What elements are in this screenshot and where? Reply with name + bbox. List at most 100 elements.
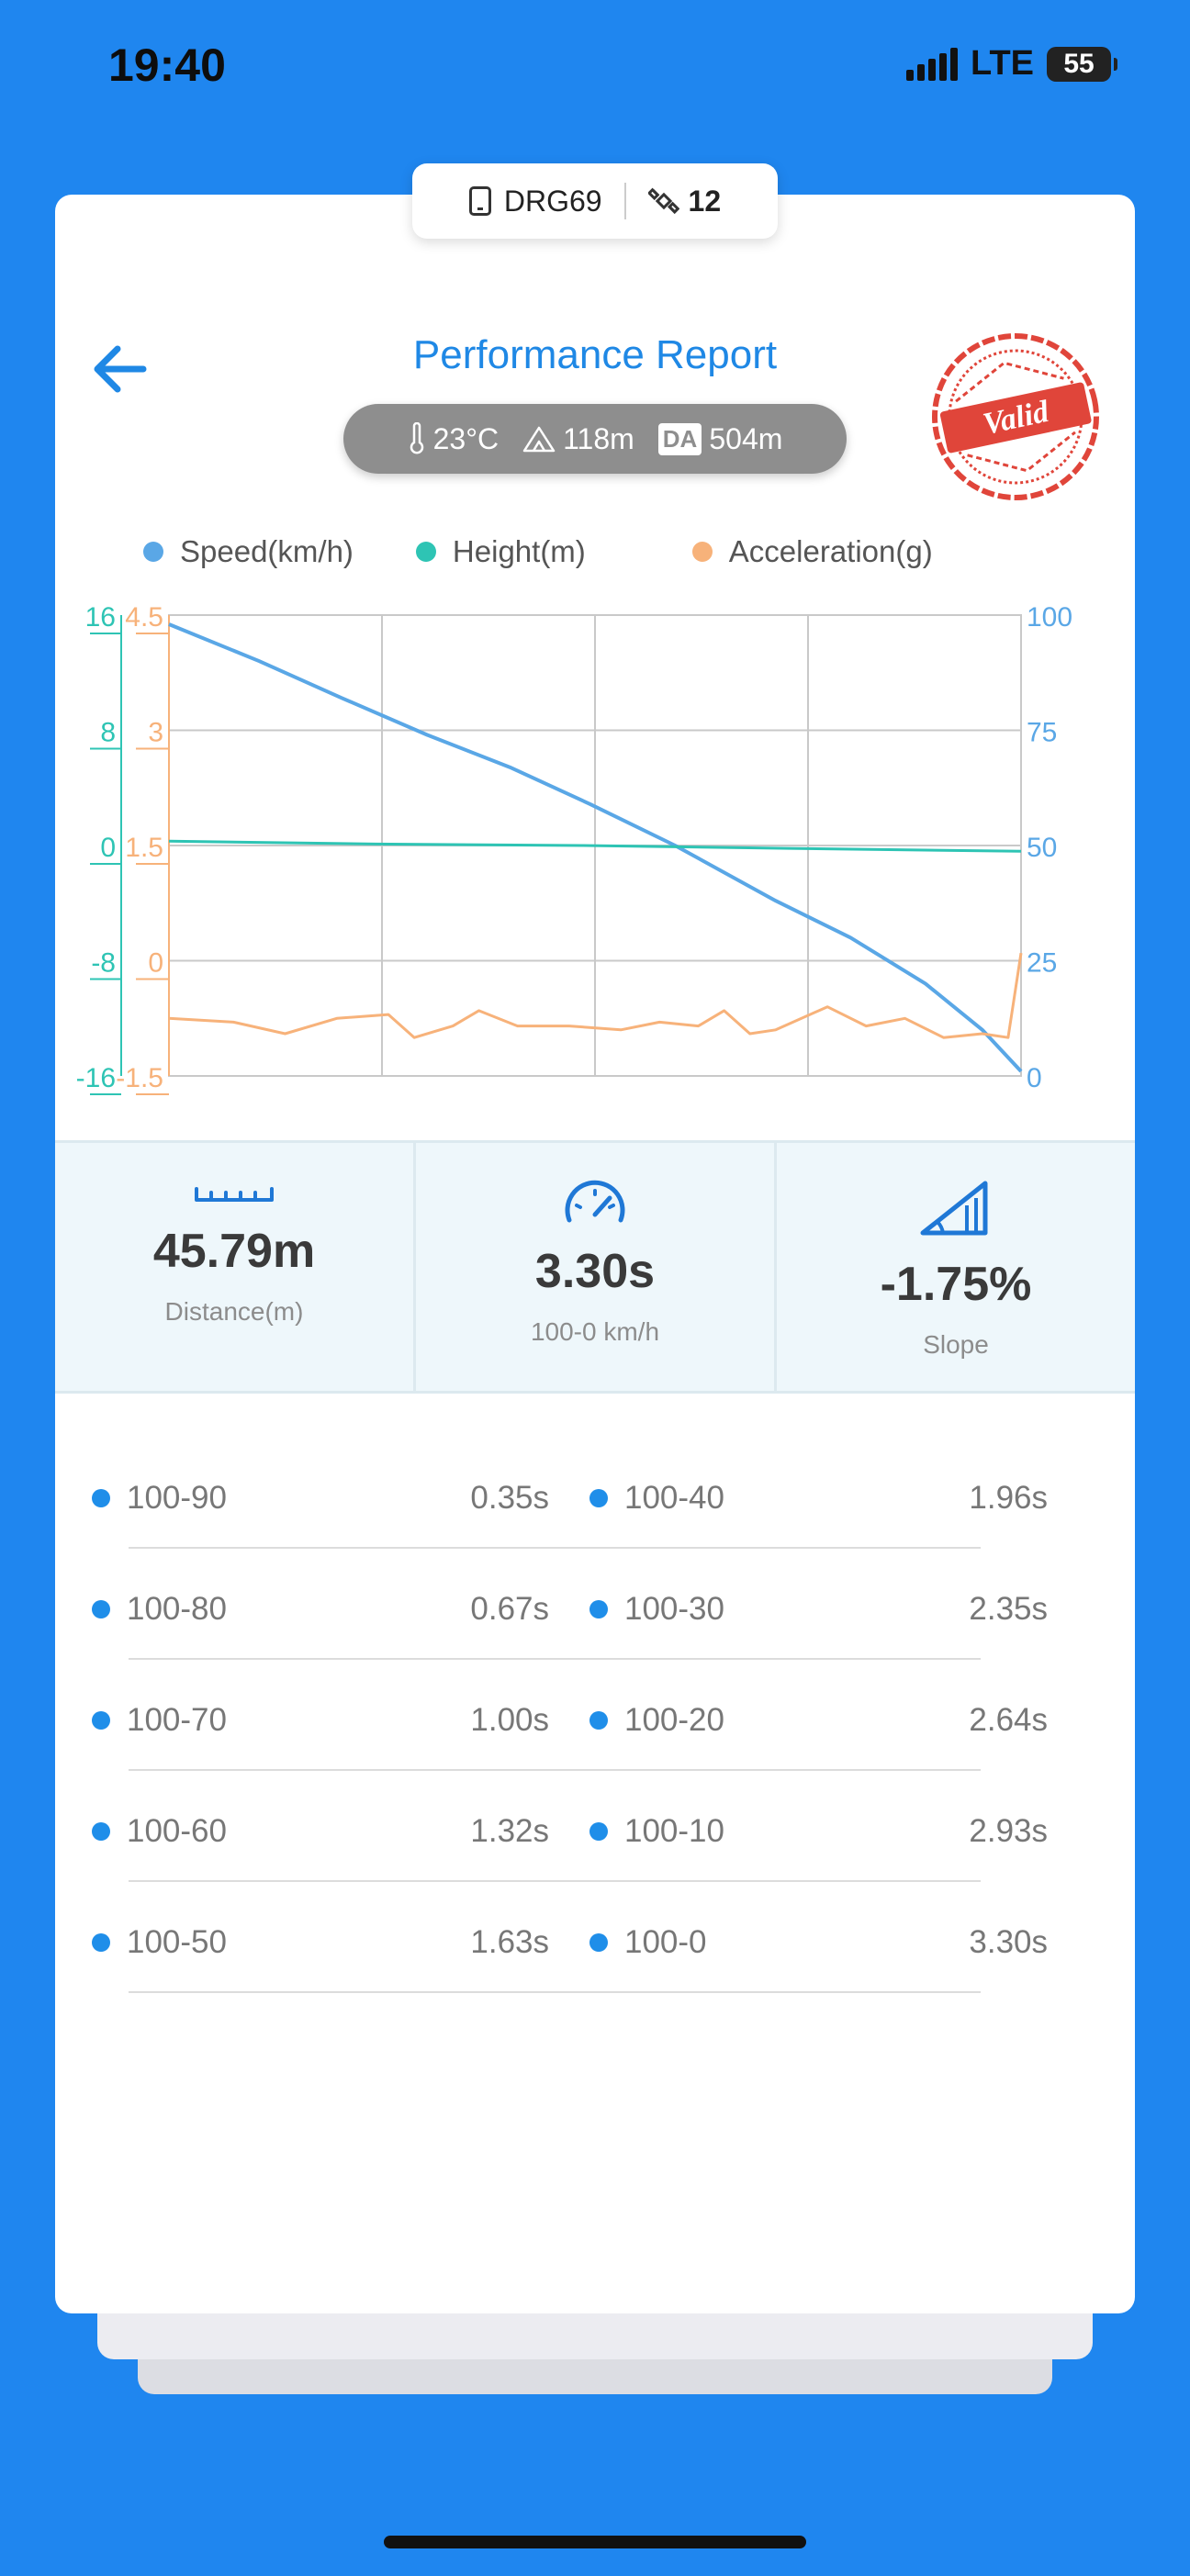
satellite-number: 12 <box>688 184 722 218</box>
speedometer-icon <box>565 1180 625 1223</box>
split-dot <box>589 1933 608 1952</box>
height-tick-label: -8 <box>91 948 116 979</box>
split-time: 2.35s <box>969 1591 1048 1627</box>
mountain-icon <box>522 426 556 453</box>
accel-tick-label: 4.5 <box>125 602 163 633</box>
legend-acceleration: Acceleration(g) <box>691 534 933 569</box>
back-arrow-icon[interactable] <box>83 332 156 406</box>
split-time: 1.00s <box>470 1702 549 1738</box>
density-altitude-value: 504m <box>709 421 783 455</box>
split-row: 100-50 1.63s 100-0 3.30s <box>55 1904 1135 2015</box>
legend-dot <box>415 542 436 562</box>
split-time: 1.63s <box>470 1924 549 1960</box>
split-label: 100-0 <box>589 1924 707 1961</box>
legend-height: Height(m) <box>415 534 586 569</box>
page-title: Performance Report <box>412 332 778 377</box>
split-time: 3.30s <box>969 1924 1048 1960</box>
split-label: 100-80 <box>92 1591 227 1628</box>
chart-legend: Speed(km/h) Height(m) Acceleration(g) <box>88 534 933 569</box>
slope-value: -1.75% <box>880 1258 1032 1311</box>
satellite-count: 12 <box>647 184 722 218</box>
split-time: 0.67s <box>470 1591 549 1627</box>
split-time: 1.32s <box>470 1813 549 1849</box>
split-times: 100-90 0.35s 100-40 1.96s 100-80 0.67s 1… <box>55 1460 1135 2015</box>
split-label: 100-90 <box>92 1480 227 1517</box>
performance-chart: 16 8 0 -8 -16 4.5 3 1.5 0 -1.5 100 75 50 25 0 <box>76 602 1072 1095</box>
split-row: 100-90 0.35s 100-40 1.96s <box>55 1460 1135 1571</box>
split-label: 100-70 <box>92 1702 227 1739</box>
stats-band: 45.79m Distance(m) 3.30s 100-0 km/h -1.7… <box>55 1140 1135 1394</box>
acceleration-series-line <box>168 952 1023 1039</box>
accel-tick-label: 3 <box>148 718 163 748</box>
split-time: 2.64s <box>969 1702 1048 1738</box>
split-dot <box>92 1711 110 1730</box>
legend-label: Acceleration(g) <box>728 534 933 568</box>
split-label: 100-30 <box>589 1591 724 1628</box>
height-tick-label: 16 <box>85 602 116 633</box>
height-tick-label: 8 <box>100 718 116 748</box>
altitude-value: 118m <box>563 421 634 455</box>
temperature: 23°C <box>408 421 500 456</box>
divider <box>623 183 626 219</box>
split-label: 100-10 <box>589 1813 724 1850</box>
split-dot <box>589 1711 608 1730</box>
time-value: 3.30s <box>534 1245 656 1298</box>
accel-tick-label: 1.5 <box>125 833 163 863</box>
speed-tick-label: 100 <box>1027 602 1072 633</box>
device-name: DRG69 <box>503 184 602 218</box>
status-icons: LTE 55 <box>906 44 1117 84</box>
network-type: LTE <box>971 44 1034 83</box>
split-dot <box>589 1600 608 1618</box>
split-time: 1.96s <box>969 1480 1048 1516</box>
legend-dot <box>691 542 713 562</box>
time-label: 100-0 km/h <box>530 1317 660 1346</box>
split-row: 100-60 1.32s 100-10 2.93s <box>55 1793 1135 1904</box>
legend-label: Speed(km/h) <box>180 534 354 568</box>
height-series-line <box>168 839 1022 853</box>
stat-slope: -1.75% Slope <box>777 1143 1135 1391</box>
distance-label: Distance(m) <box>164 1297 304 1326</box>
signal-icon <box>906 47 959 81</box>
speed-tick-label: 0 <box>1027 1063 1042 1093</box>
distance-value: 45.79m <box>152 1225 316 1278</box>
accel-tick-label: 0 <box>148 948 163 979</box>
accel-tick-label: -1.5 <box>116 1063 163 1093</box>
split-time: 2.93s <box>969 1813 1048 1849</box>
split-dot <box>92 1600 110 1618</box>
speed-tick-label: 25 <box>1027 948 1057 979</box>
card-stack-shadow <box>97 2304 1093 2359</box>
ruler-icon <box>195 1187 274 1202</box>
device-info: DRG69 <box>468 184 602 218</box>
split-label: 100-20 <box>589 1702 724 1739</box>
altitude: 118m <box>522 422 634 456</box>
speed-tick-label: 50 <box>1027 833 1057 863</box>
legend-speed: Speed(km/h) <box>143 534 354 569</box>
split-dot <box>92 1822 110 1841</box>
split-label: 100-40 <box>589 1480 724 1517</box>
density-altitude: DA 504m <box>657 421 783 456</box>
valid-stamp: Valid <box>932 333 1099 500</box>
thermometer-icon <box>410 422 423 454</box>
temperature-value: 23°C <box>432 421 500 455</box>
split-dot <box>589 1822 608 1841</box>
conditions-pill: 23°C 118m DA 504m <box>343 404 847 474</box>
split-dot <box>92 1489 110 1507</box>
report-card: Performance Report 23°C 118m DA 504m Val… <box>55 195 1135 2313</box>
device-chip[interactable]: DRG69 12 <box>412 163 778 239</box>
split-dot <box>92 1933 110 1952</box>
stat-time: 3.30s 100-0 km/h <box>416 1143 777 1391</box>
satellite-icon <box>647 187 679 215</box>
height-tick-label: -16 <box>76 1063 116 1093</box>
speed-tick-label: 75 <box>1027 718 1057 748</box>
split-dot <box>589 1489 608 1507</box>
device-icon <box>468 186 491 216</box>
battery-icon: 55 <box>1047 46 1117 82</box>
height-tick-label: 0 <box>100 833 116 863</box>
split-label: 100-50 <box>92 1924 227 1961</box>
legend-dot <box>143 542 163 562</box>
home-indicator[interactable] <box>384 2536 806 2548</box>
speed-series-line <box>168 622 1023 1073</box>
split-label: 100-60 <box>92 1813 227 1850</box>
slope-label: Slope <box>923 1330 989 1359</box>
split-row: 100-80 0.67s 100-30 2.35s <box>55 1571 1135 1682</box>
